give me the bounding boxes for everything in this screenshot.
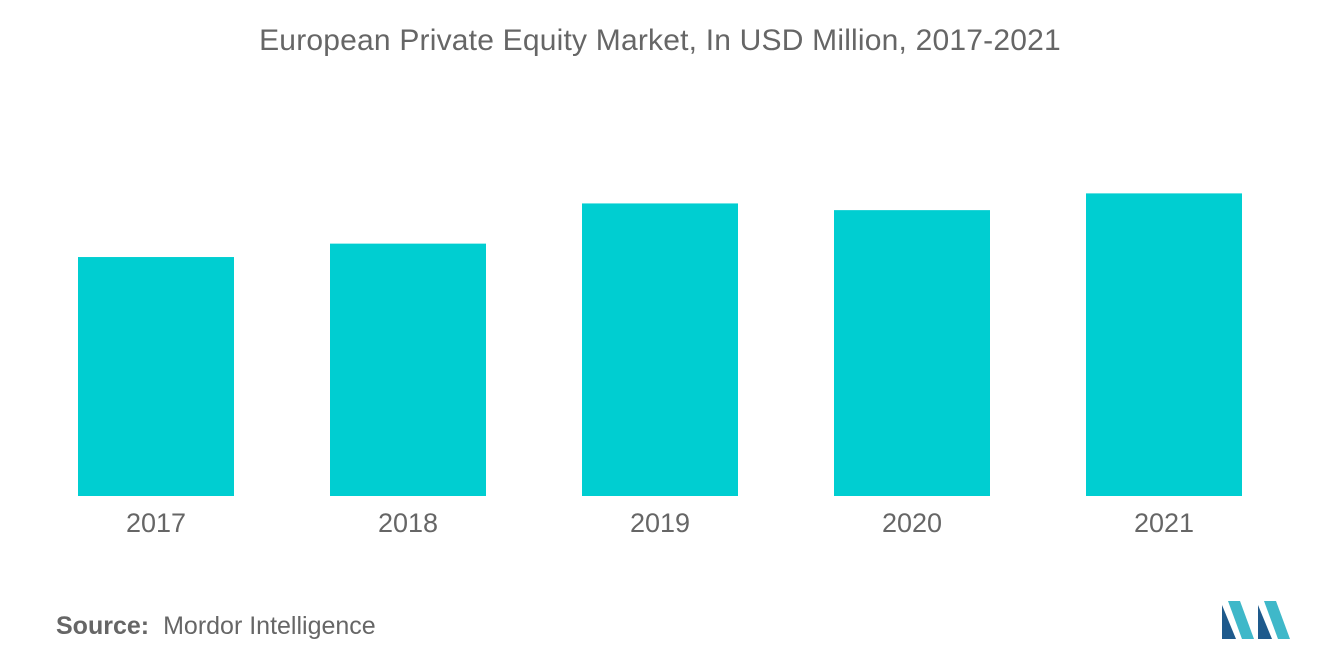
bar-2018 <box>330 243 486 496</box>
bar-2017 <box>78 257 234 496</box>
x-tick-label-2021: 2021 <box>1134 508 1194 538</box>
source-text: Mordor Intelligence <box>163 612 376 640</box>
mordor-intelligence-logo-icon <box>1222 601 1290 639</box>
source-note: Source: Mordor Intelligence <box>56 612 376 641</box>
chart-title: European Private Equity Market, In USD M… <box>259 24 1061 57</box>
bar-2020 <box>834 210 990 496</box>
bar-2021 <box>1086 193 1242 496</box>
source-label: Source: <box>56 612 150 640</box>
x-tick-label-2018: 2018 <box>378 508 438 538</box>
bar-2019 <box>582 203 738 496</box>
x-tick-label-2017: 2017 <box>126 508 186 538</box>
x-tick-label-2020: 2020 <box>882 508 942 538</box>
x-tick-label-2019: 2019 <box>630 508 690 538</box>
